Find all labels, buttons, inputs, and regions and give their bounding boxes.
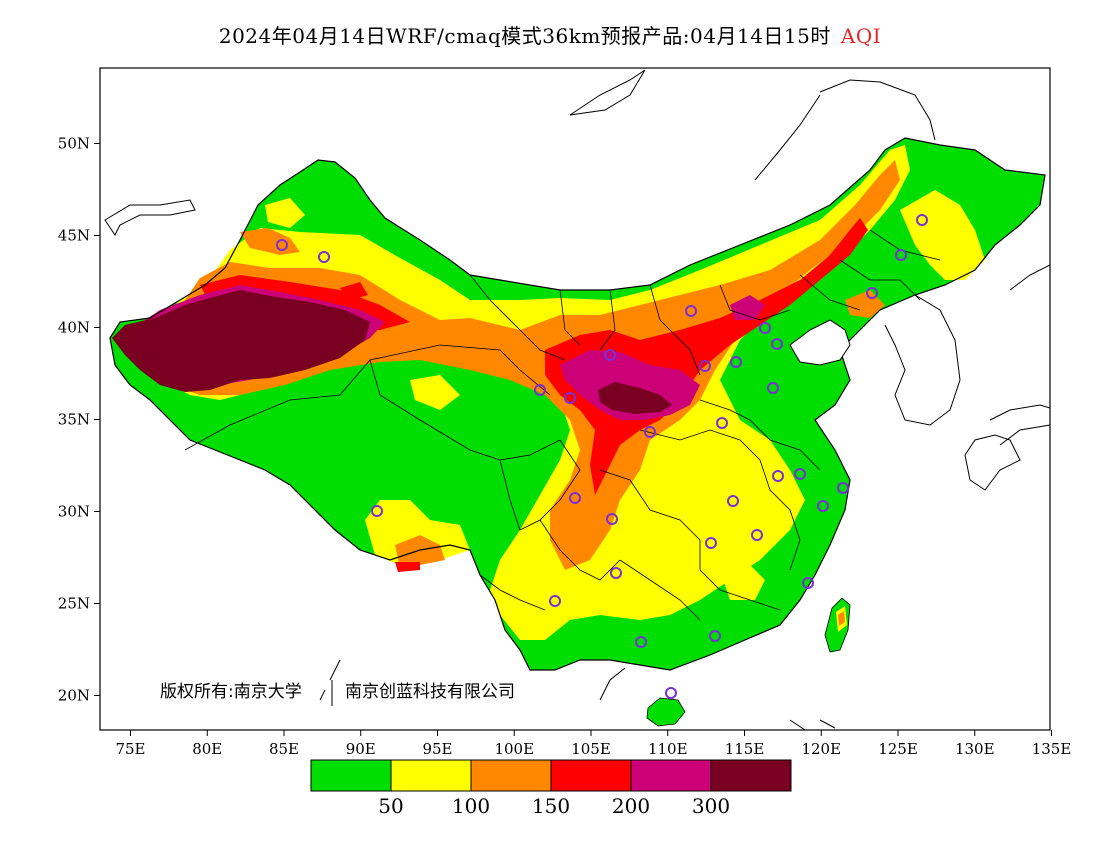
x-tick-label: 90E (346, 740, 376, 758)
x-tick-label: 85E (269, 740, 299, 758)
x-tick-label: 130E (955, 740, 995, 758)
y-tick-label: 40N (58, 319, 90, 337)
x-tick-label: 100E (494, 740, 534, 758)
legend-label: 150 (532, 794, 570, 818)
legend-label: 50 (378, 794, 403, 818)
legend-label: 100 (452, 794, 490, 818)
y-axis-ticks: 50N 45N 40N 35N 30N 25N 20N (58, 135, 100, 705)
country-border (109, 137, 1046, 671)
y-tick-label: 50N (58, 135, 90, 153)
x-tick-label: 115E (725, 740, 765, 758)
bohai-sea (789, 319, 851, 366)
legend-swatch (470, 759, 552, 792)
map-title-variable: AQI (840, 24, 882, 48)
y-tick-label: 30N (58, 503, 90, 521)
legend-swatch (310, 759, 392, 792)
legend-swatch (550, 759, 632, 792)
y-tick-label: 45N (58, 227, 90, 245)
legend-label: 200 (612, 794, 650, 818)
band-yellow (140, 145, 985, 640)
map-content: 版权所有:南京大学 南京创蓝科技有限公司 (104, 69, 1050, 730)
neighbor-coastlines (104, 69, 1050, 730)
x-tick-label: 135E (1032, 740, 1072, 758)
map-frame (99, 67, 1051, 731)
province-boundaries (184, 229, 941, 621)
x-tick-label: 110E (648, 740, 688, 758)
legend-swatch (390, 759, 472, 792)
x-axis-ticks: 75E 80E 85E 90E 95E 100E 105E 110E 115E 120E 125E 1… (115, 730, 1071, 758)
x-tick-label: 120E (801, 740, 841, 758)
region-taiwan-core (838, 611, 845, 626)
station-markers (276, 214, 928, 699)
legend-swatch (710, 759, 792, 792)
aqi-legend: 50 100 150 200 300 (310, 759, 792, 818)
y-tick-label: 35N (58, 411, 90, 429)
legend-label: 300 (692, 794, 730, 818)
band-maroon (112, 290, 672, 414)
x-tick-label: 125E (878, 740, 918, 758)
map-title: 2024年04月14日WRF/cmaq模式36km预报产品:04月14日15时 A… (0, 20, 1100, 49)
x-tick-label: 105E (571, 740, 611, 758)
copyright-company: 南京创蓝科技有限公司 (345, 682, 515, 702)
x-tick-label: 75E (115, 740, 145, 758)
x-tick-label: 80E (192, 740, 222, 758)
region-hainan (646, 697, 686, 727)
y-tick-label: 25N (58, 595, 90, 613)
map-title-main: 2024年04月14日WRF/cmaq模式36km预报产品:04月14日15时 (218, 24, 831, 48)
x-tick-label: 95E (422, 740, 452, 758)
copyright-owner: 版权所有:南京大学 (160, 682, 302, 702)
y-tick-label: 20N (58, 687, 90, 705)
legend-swatch (630, 759, 712, 792)
